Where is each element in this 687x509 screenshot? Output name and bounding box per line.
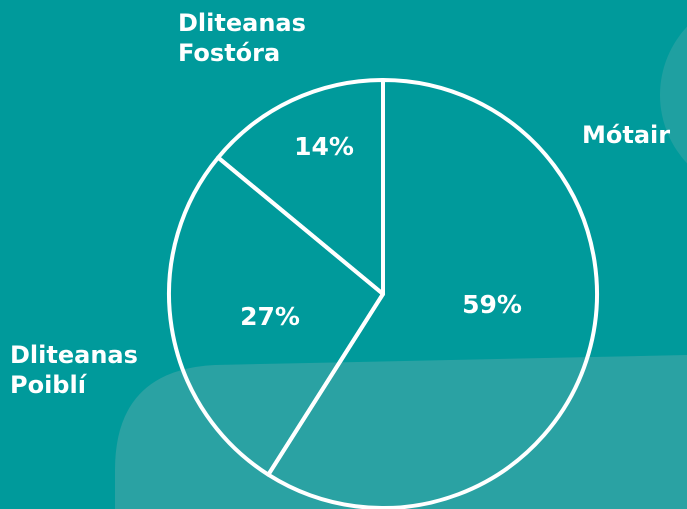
category-label: Dliteanas Poiblí: [10, 341, 138, 399]
decor-circle: [660, 26, 687, 164]
decor-shape: [115, 355, 687, 509]
pie-slice: [216, 78, 385, 296]
category-label: Dliteanas Fostóra: [178, 9, 306, 67]
slice-label: 59%: [462, 290, 522, 319]
slice-label: 27%: [240, 302, 300, 331]
pie: 59% 27% 14%: [167, 78, 599, 509]
pie-slice: [266, 78, 599, 509]
slice-label: 14%: [294, 132, 354, 161]
category-label: Mótair: [582, 121, 671, 149]
pie-slice: [167, 155, 385, 477]
